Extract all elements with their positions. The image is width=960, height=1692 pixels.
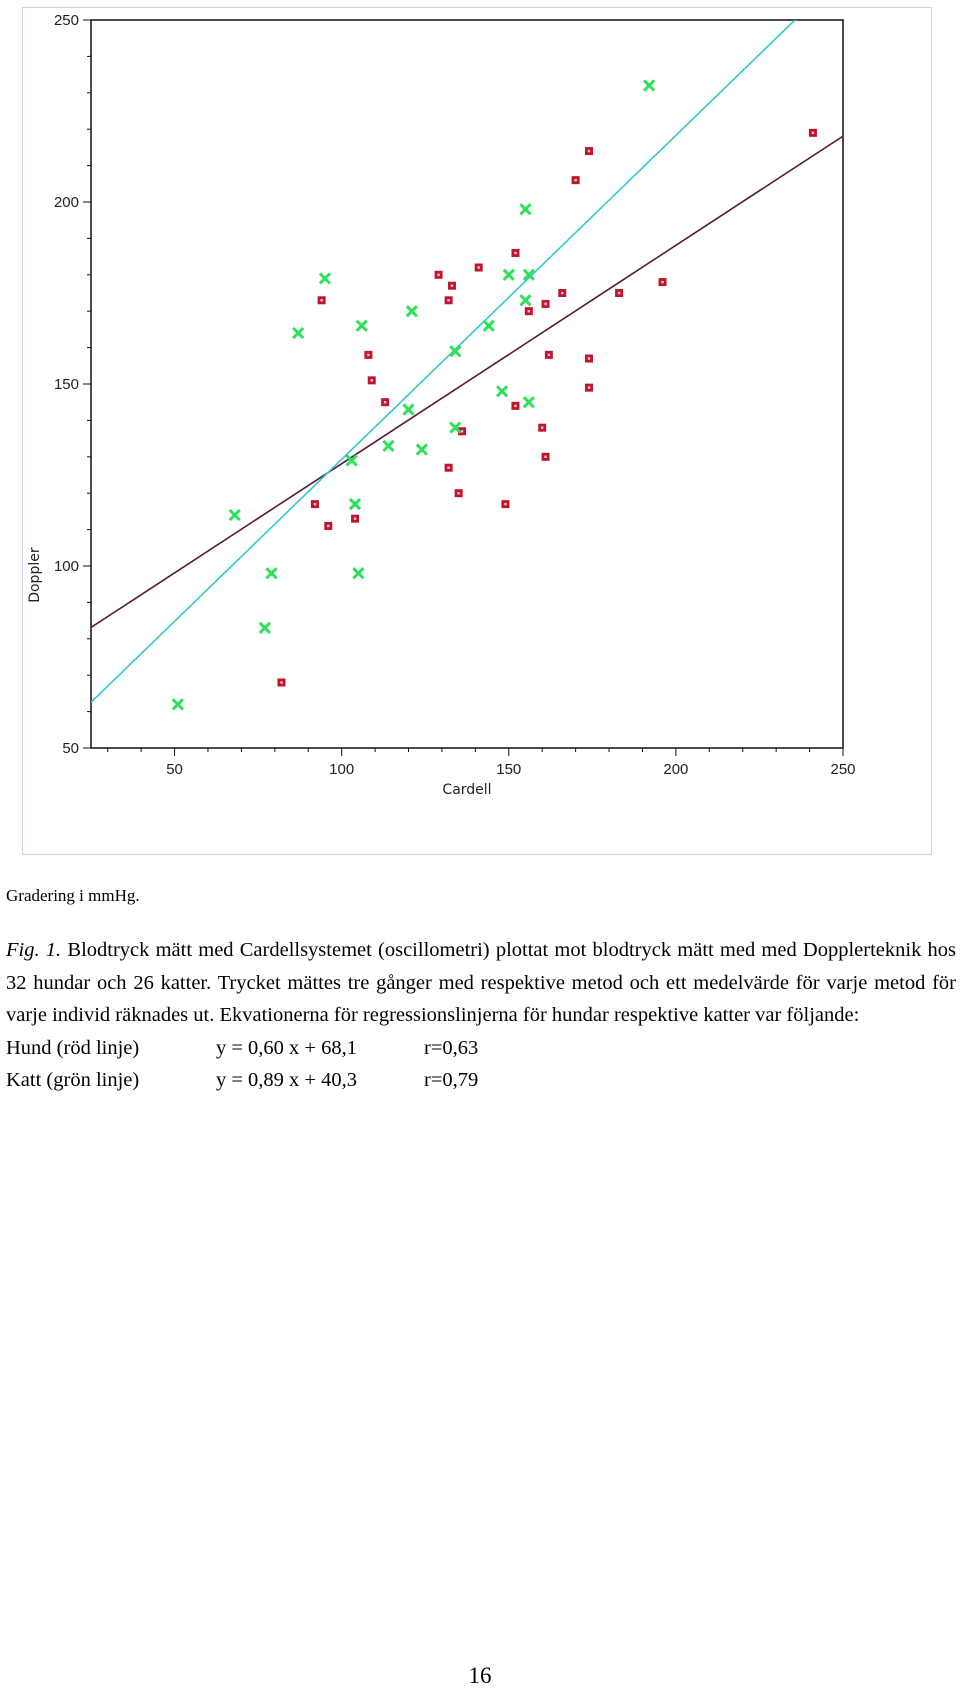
data-point-square (584, 147, 593, 156)
y-tick-label: 50 (62, 740, 79, 757)
data-point-x (265, 567, 278, 580)
data-point-square (447, 281, 456, 290)
data-point-square (457, 427, 466, 436)
data-point-x (258, 621, 271, 635)
data-point-x (405, 305, 418, 318)
data-point-square (541, 452, 550, 461)
data-point-x (171, 698, 185, 711)
data-point-square (434, 270, 443, 279)
x-tick-label: 50 (166, 761, 183, 778)
equation-formula: y = 0,89 x + 40,3 (216, 1069, 357, 1091)
equation-formula: y = 0,60 x + 68,1 (216, 1036, 357, 1059)
caption-paragraph: Fig. 1. Blodtryck mätt med Cardellsystem… (6, 934, 956, 1032)
data-point-x (415, 443, 429, 456)
data-point-square (571, 176, 580, 185)
x-tick-label: 200 (663, 761, 688, 778)
data-point-square (381, 398, 390, 407)
data-point-x (318, 272, 332, 285)
data-point-square (524, 307, 533, 316)
data-point-x (228, 508, 241, 522)
data-point-x (482, 319, 495, 332)
data-point-x (519, 294, 532, 307)
chart-frame: 50 100 150 200 250 50 100 150 200 250 Cardell Dop… (22, 7, 932, 855)
data-point-x (345, 454, 358, 467)
data-point-square (808, 128, 817, 137)
data-point-square (544, 350, 553, 359)
equation-name: Hund (röd linje) (6, 1036, 140, 1059)
regression-lines (91, 20, 843, 703)
data-point-square (541, 299, 550, 308)
page-number: 16 (468, 1663, 492, 1688)
regression-line (91, 20, 797, 703)
data-point-x (449, 421, 462, 434)
data-point-x (522, 396, 535, 409)
data-point-square (615, 289, 624, 297)
y-tick-label: 200 (54, 194, 79, 211)
data-point-x (355, 319, 368, 332)
data-point-x (643, 79, 656, 92)
grading-note: Gradering i mmHg. (6, 886, 140, 905)
data-point-x (495, 385, 509, 398)
axes: 50 100 150 200 250 50 100 150 200 250 (54, 12, 856, 778)
data-point-x (382, 439, 395, 453)
equation-r: r=0,63 (424, 1036, 479, 1059)
figure-caption: Fig. 1. Blodtryck mätt med Cardellsystem… (6, 934, 956, 1097)
data-point-square (324, 521, 333, 530)
data-point-square (474, 263, 483, 272)
data-point-x (449, 345, 462, 358)
x-tick-label: 250 (830, 761, 855, 778)
data-point-square (317, 296, 326, 305)
x-axis-title: Cardell (442, 782, 491, 798)
data-point-square (364, 350, 373, 359)
regression-line (91, 135, 843, 629)
data-point-square (501, 500, 510, 509)
data-point-x (402, 403, 415, 416)
data-points (171, 79, 817, 711)
scatter-chart: 50 100 150 200 250 50 100 150 200 250 Cardell Dop… (27, 12, 856, 798)
y-tick-label: 100 (54, 558, 79, 575)
plot-border (90, 19, 844, 749)
data-point-x (352, 567, 365, 580)
data-point-square (658, 278, 667, 287)
data-point-square (454, 489, 463, 498)
data-point-square (310, 500, 319, 509)
y-tick-label: 150 (54, 376, 79, 393)
data-point-square (584, 383, 593, 392)
x-tick-label: 100 (329, 761, 354, 778)
data-point-square (511, 401, 520, 410)
data-point-x (522, 268, 535, 281)
data-point-x (348, 497, 362, 511)
figure-label: Fig. 1. (6, 939, 62, 961)
y-tick-label: 250 (54, 12, 79, 29)
data-point-square (444, 463, 453, 472)
data-point-square (538, 423, 547, 432)
data-point-x (292, 326, 305, 340)
data-point-square (277, 678, 286, 687)
caption-text: Blodtryck mätt med Cardellsystemet (osci… (6, 939, 957, 1026)
equation-r: r=0,79 (424, 1069, 479, 1091)
data-point-square (511, 248, 520, 257)
equation-row-cat: Katt (grön linje) y = 0,89 x + 40,3 r=0,… (6, 1064, 956, 1097)
equation-name: Katt (grön linje) (6, 1069, 140, 1091)
data-point-square (584, 354, 593, 363)
equation-row-dog: Hund (röd linje) y = 0,60 x + 68,1 r=0,6… (6, 1032, 956, 1065)
data-point-square (444, 296, 453, 305)
data-point-x (519, 203, 532, 216)
data-point-square (367, 376, 376, 385)
y-axis-title: Doppler (27, 547, 43, 603)
data-point-square (351, 514, 360, 523)
data-point-x (502, 268, 515, 281)
x-tick-label: 150 (496, 761, 521, 778)
data-point-square (558, 289, 567, 297)
